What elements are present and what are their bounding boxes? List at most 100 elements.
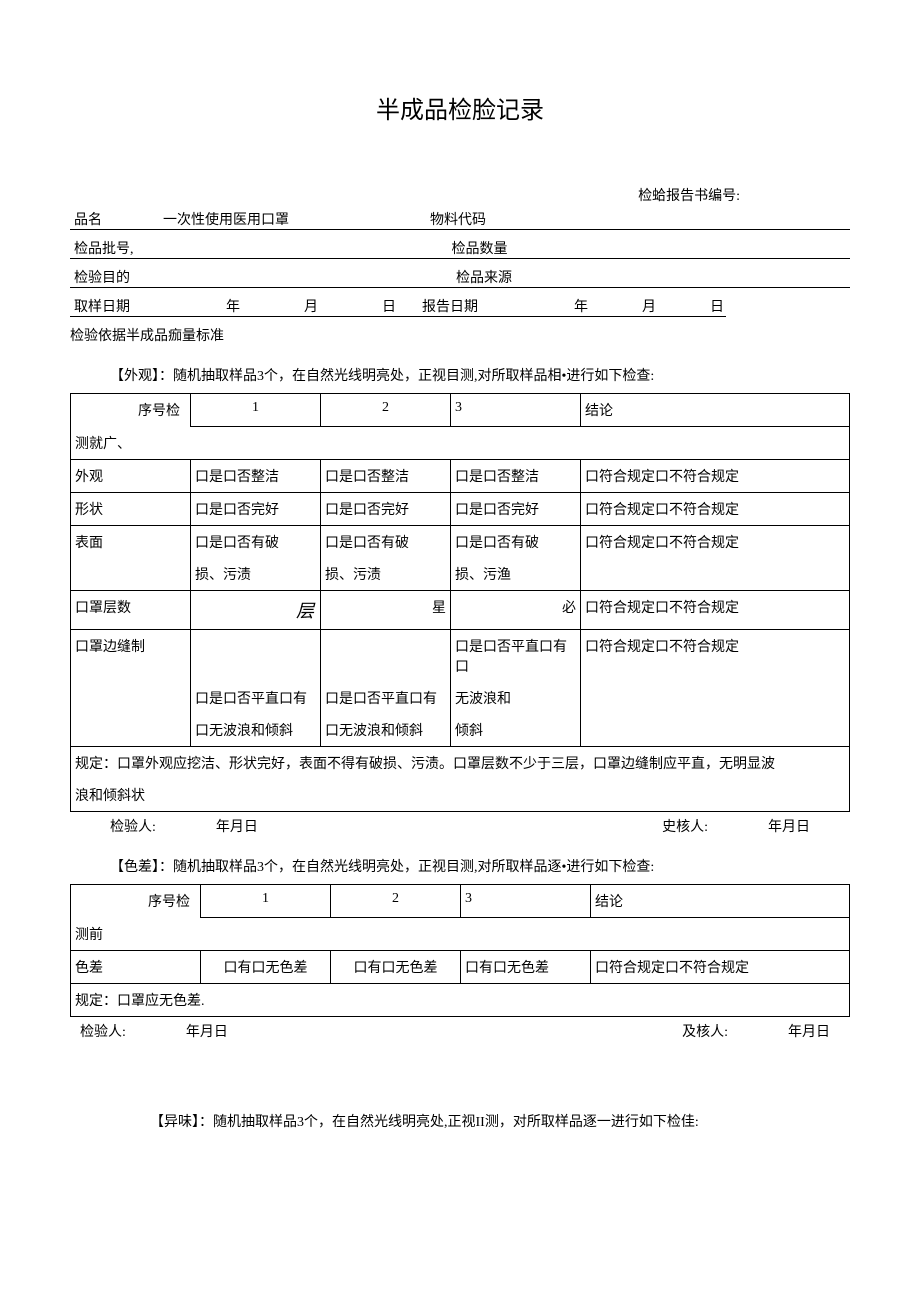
- cell: 口符合规定口不符合规定: [581, 630, 850, 683]
- table-rule-row: 规定：口罩外观应挖洁、形状完好，表面不得有破损、污渍。口罩层数不少于三层，口罩边…: [71, 747, 850, 780]
- doc-title: 半成品检脸记录: [70, 90, 850, 125]
- col-1: 1: [191, 394, 321, 427]
- cell: 口符合规定口不符合规定: [581, 460, 850, 493]
- table-rule-row: 规定：口罩应无色差.: [71, 984, 850, 1017]
- batch-value[interactable]: [138, 239, 448, 259]
- row-batch: 检品批号, 检品数量: [70, 238, 850, 259]
- cell: 口是口否平直口有口: [451, 630, 581, 683]
- name-value: 一次性使用医用口罩: [106, 209, 346, 230]
- cell: 口无波浪和倾斜: [191, 714, 321, 747]
- table-row: 口是口否平直口有 口是口否平直口有 无波浪和: [71, 682, 850, 714]
- report-day[interactable]: [658, 316, 708, 317]
- sample-date-label: 取样日期: [70, 296, 134, 317]
- rule-text2: 浪和倾斜状: [71, 779, 850, 812]
- row-name: 品名 一次性使用医用口罩 物料代码: [70, 209, 850, 230]
- cell: 口符合规定口不符合规定: [581, 493, 850, 526]
- cell: 必: [451, 591, 581, 630]
- year-unit: 年: [224, 296, 242, 317]
- cell: 损、污渔: [451, 558, 581, 591]
- row-label: 口罩层数: [71, 591, 191, 630]
- name-label: 品名: [70, 209, 106, 230]
- sig-date: 年月日: [788, 1021, 830, 1041]
- cell: 口有口无色差: [461, 951, 591, 984]
- report-date-label: 报告日期: [418, 296, 482, 317]
- cell: 损、污渍: [191, 558, 321, 591]
- cell: [581, 682, 850, 714]
- sig-date: 年月日: [768, 816, 810, 836]
- row-label: 表面: [71, 526, 191, 559]
- signature-row-1: 检验人: 年月日 史核人: 年月日: [70, 816, 850, 836]
- source-value[interactable]: [516, 268, 850, 288]
- cell: 口是口否完好: [191, 493, 321, 526]
- table-row: 色差 口有口无色差 口有口无色差 口有口无色差 口符合规定口不符合规定: [71, 951, 850, 984]
- sample-year[interactable]: [134, 316, 224, 317]
- table-header-row: 序号检 1 2 3 结论: [71, 885, 850, 918]
- color-intro: 【色差】：随机抽取样品3个，在自然光线明亮处，正视目测,对所取样品逐•进行如下检…: [110, 856, 850, 876]
- inspector-label: 检验人:: [110, 816, 156, 836]
- header-seq: 序号检: [75, 400, 186, 420]
- cell: 损、污渍: [321, 558, 451, 591]
- sub-text: 测就广、: [71, 427, 850, 460]
- sig-date: 年月日: [216, 816, 258, 836]
- row-label: 色差: [71, 951, 201, 984]
- material-code-label: 物料代码: [426, 209, 490, 230]
- cell: 层: [191, 591, 321, 630]
- col-conclusion: 结论: [591, 885, 850, 918]
- purpose-label: 检验目的: [70, 267, 134, 288]
- table-row: 损、污渍 损、污渍 损、污渔: [71, 558, 850, 591]
- cell: 口是口否整洁: [451, 460, 581, 493]
- col-2: 2: [331, 885, 461, 918]
- cell: 口符合规定口不符合规定: [591, 951, 850, 984]
- odor-intro: 【异味】：随机抽取样品3个，在自然光线明亮处,正视II测，对所取样品逐一进行如下…: [150, 1111, 850, 1131]
- cell: [581, 558, 850, 591]
- cell: 倾斜: [451, 714, 581, 747]
- table-row: 口无波浪和倾斜 口无波浪和倾斜 倾斜: [71, 714, 850, 747]
- sample-day[interactable]: [320, 316, 380, 317]
- cell: 口符合规定口不符合规定: [581, 591, 850, 630]
- table-row: 口罩层数 层 星 必 口符合规定口不符合规定: [71, 591, 850, 630]
- row-dates: 取样日期 年 月 日 报告日期 年 月 日: [70, 296, 850, 317]
- table-row: 口罩边缝制 口是口否平直口有口 口符合规定口不符合规定: [71, 630, 850, 683]
- sig-date: 年月日: [186, 1021, 228, 1041]
- row-label: 形状: [71, 493, 191, 526]
- reviewer-label: 及核人:: [682, 1021, 728, 1041]
- qty-value[interactable]: [512, 239, 851, 259]
- report-month[interactable]: [590, 316, 640, 317]
- cell: 口是口否平直口有: [321, 682, 451, 714]
- material-code-value[interactable]: [490, 210, 850, 230]
- col-1: 1: [201, 885, 331, 918]
- cell: 口是口否有破: [321, 526, 451, 559]
- cell: 无波浪和: [451, 682, 581, 714]
- year-unit: 年: [572, 296, 590, 317]
- cell: [321, 630, 451, 683]
- row-label: 口罩边缝制: [71, 630, 191, 683]
- cell: 口无波浪和倾斜: [321, 714, 451, 747]
- appearance-intro: 【外观】：随机抽取样品3个，在自然光线明亮处，正视目测,对所取样品相•进行如下检…: [110, 365, 850, 385]
- color-table: 序号检 1 2 3 结论 测前 色差 口有口无色差 口有口无色差 口有口无色差 …: [70, 884, 850, 1017]
- rule-text: 规定：口罩外观应挖洁、形状完好，表面不得有破损、污渍。口罩层数不少于三层，口罩边…: [71, 747, 850, 780]
- purpose-value[interactable]: [134, 268, 452, 288]
- col-3: 3: [451, 394, 581, 427]
- cell: 口是口否整洁: [191, 460, 321, 493]
- header-seq: 序号检: [75, 891, 196, 911]
- rule-text: 规定：口罩应无色差.: [71, 984, 850, 1017]
- col-3: 3: [461, 885, 591, 918]
- report-year[interactable]: [482, 316, 572, 317]
- table-sub-row: 测前: [71, 918, 850, 951]
- row-label: 外观: [71, 460, 191, 493]
- row-label: [71, 558, 191, 591]
- cell: 口是口否有破: [191, 526, 321, 559]
- table-row: 表面 口是口否有破 口是口否有破 口是口否有破 口符合规定口不符合规定: [71, 526, 850, 559]
- inspector-label: 检验人:: [80, 1021, 126, 1041]
- table-row: 外观 口是口否整洁 口是口否整洁 口是口否整洁 口符合规定口不符合规定: [71, 460, 850, 493]
- col-2: 2: [321, 394, 451, 427]
- sample-month[interactable]: [242, 316, 302, 317]
- table-row: 形状 口是口否完好 口是口否完好 口是口否完好 口符合规定口不符合规定: [71, 493, 850, 526]
- cell: [71, 714, 191, 747]
- sub-text: 测前: [71, 918, 850, 951]
- qty-label: 检品数量: [448, 238, 512, 259]
- month-unit: 月: [302, 296, 320, 317]
- signature-row-2: 检验人: 年月日 及核人: 年月日: [70, 1021, 850, 1041]
- cell: [71, 682, 191, 714]
- table-rule-row: 浪和倾斜状: [71, 779, 850, 812]
